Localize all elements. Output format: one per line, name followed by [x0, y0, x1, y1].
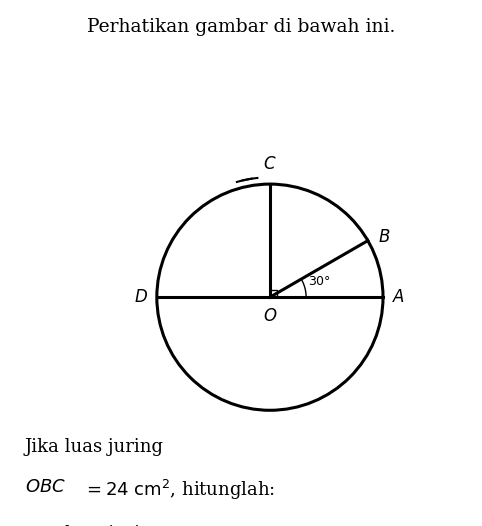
Text: $OAB$: $OAB$ [141, 525, 181, 526]
Text: $O$: $O$ [263, 308, 277, 326]
Text: $C$: $C$ [263, 156, 277, 173]
Text: luas juring: luas juring [65, 525, 169, 526]
Text: $30°$: $30°$ [308, 275, 331, 288]
Text: Perhatikan gambar di bawah ini.: Perhatikan gambar di bawah ini. [87, 18, 395, 36]
Text: $D$: $D$ [134, 289, 147, 306]
Text: Jika luas juring: Jika luas juring [25, 438, 164, 456]
Text: $A$: $A$ [392, 289, 405, 306]
Text: $B$: $B$ [378, 229, 390, 246]
Text: , dan: , dan [185, 525, 230, 526]
Text: $= 24\ \mathrm{cm}^2$, hitunglah:: $= 24\ \mathrm{cm}^2$, hitunglah: [83, 478, 275, 502]
Text: $OBC$: $OBC$ [25, 478, 66, 496]
Text: a.: a. [25, 525, 41, 526]
